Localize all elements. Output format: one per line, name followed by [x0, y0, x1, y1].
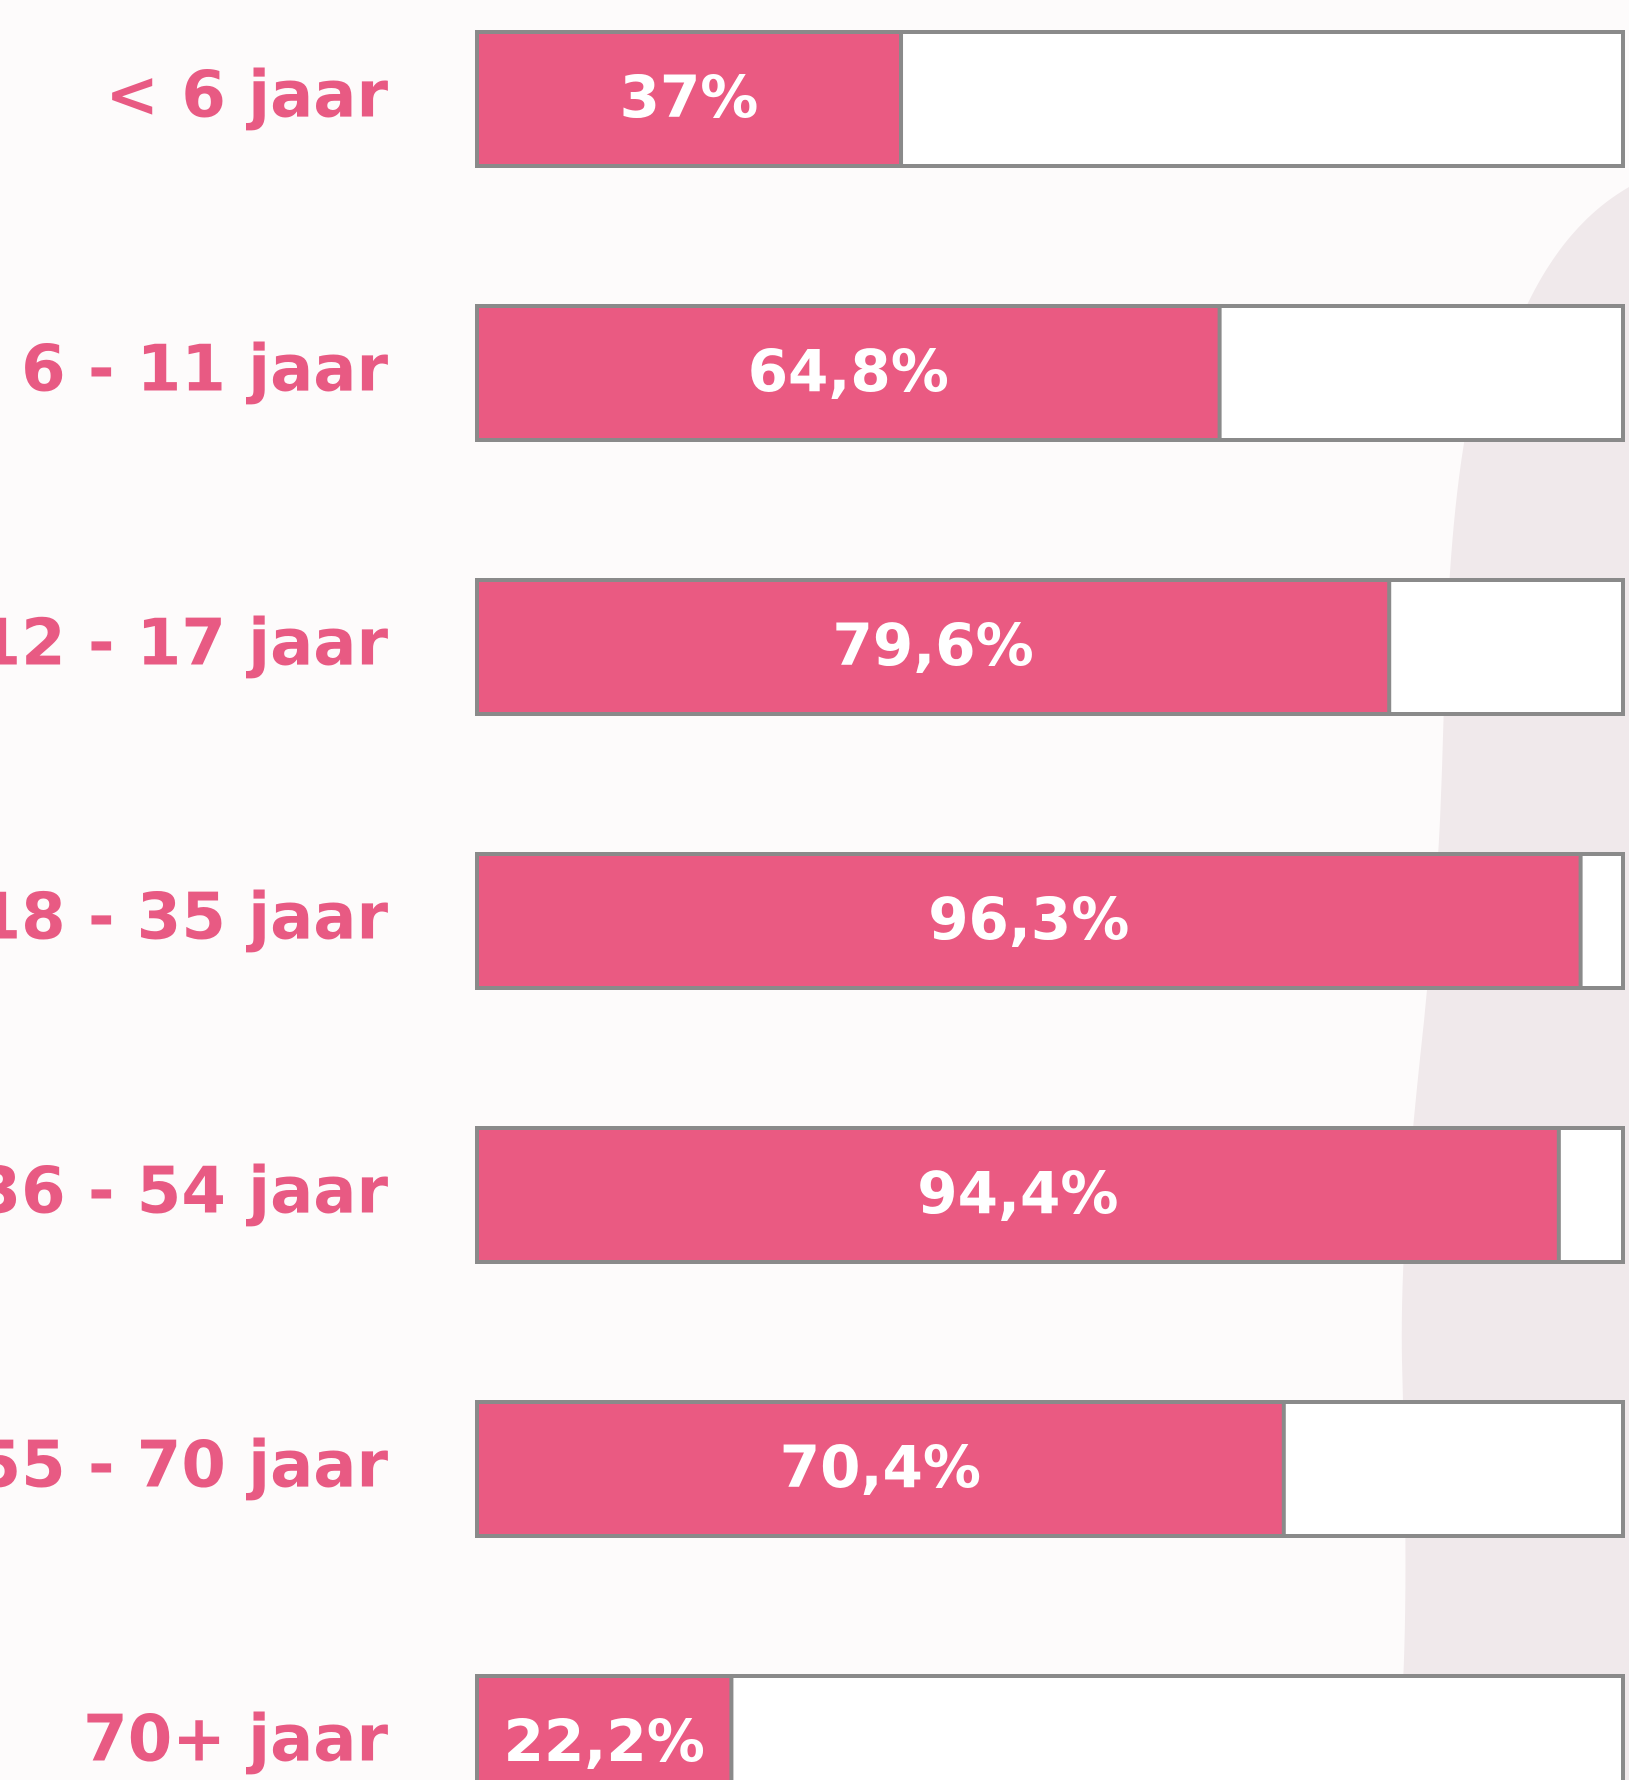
bar [475, 852, 1583, 990]
value-label: 96,3% [928, 885, 1129, 953]
value-label: 22,2% [504, 1707, 705, 1775]
bar [475, 304, 1222, 442]
value-label: 70,4% [780, 1433, 981, 1501]
bar [475, 1126, 1561, 1264]
value-label: 37% [620, 63, 759, 131]
category-label: 12 - 17 jaar [0, 607, 388, 681]
bar [475, 1674, 734, 1780]
category-label: 70+ jaar [83, 1703, 388, 1777]
category-label: < 6 jaar [105, 59, 388, 133]
value-label: 64,8% [748, 337, 949, 405]
value-label: 79,6% [832, 611, 1033, 679]
bar [475, 30, 904, 168]
category-label: 36 - 54 jaar [0, 1155, 388, 1229]
bar [475, 578, 1392, 716]
category-label: 6 - 11 jaar [21, 333, 388, 407]
value-label: 94,4% [917, 1159, 1118, 1227]
category-label: 18 - 35 jaar [0, 881, 388, 955]
bar [475, 1400, 1286, 1538]
category-label: 55 - 70 jaar [0, 1429, 388, 1503]
